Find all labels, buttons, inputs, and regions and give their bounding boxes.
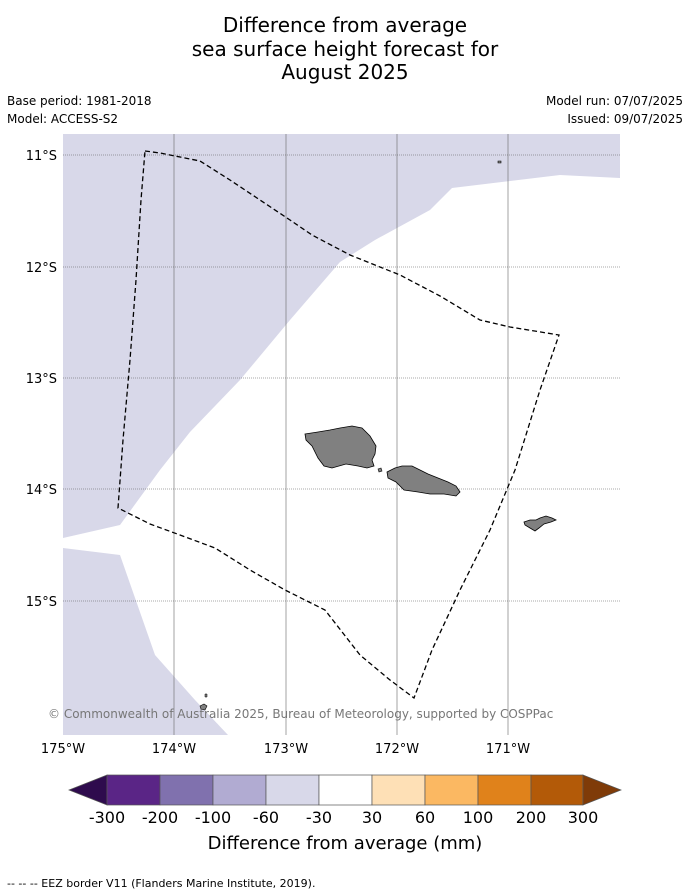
anomaly-region-lower — [63, 548, 228, 735]
island-savaii — [304, 425, 377, 469]
colorbar-tick-label: 30 — [361, 808, 383, 827]
colorbar-cell-2 — [159, 774, 214, 806]
island-niuafoou — [199, 703, 208, 711]
lon-gridlines — [173, 134, 509, 735]
colorbar — [68, 774, 622, 806]
lon-label-174w: 174°W — [152, 742, 196, 757]
colorbar-tick-label: -60 — [252, 808, 280, 827]
colorbar-cell-under — [68, 774, 108, 806]
lat-label-11s: 11°S — [26, 149, 57, 164]
island-manono-apolima — [377, 467, 383, 473]
colorbar-tick-label: 300 — [567, 808, 599, 827]
island-small-west — [204, 693, 208, 698]
colorbar-title: Difference from average (mm) — [207, 833, 483, 854]
title-line-3: August 2025 — [281, 60, 409, 84]
colorbar-cell-8 — [477, 774, 532, 806]
lat-gridlines — [63, 154, 620, 602]
colorbar-tick-label: -200 — [141, 808, 179, 827]
map-title: Difference from average sea surface heig… — [0, 13, 690, 85]
colorbar-cell-3 — [212, 774, 267, 806]
lon-axis-labels: 175°W 174°W 173°W 172°W 171°W — [41, 742, 530, 757]
lat-label-13s: 13°S — [26, 372, 57, 387]
colorbar-tick-label: 100 — [462, 808, 494, 827]
lon-label-175w: 175°W — [41, 742, 85, 757]
title-line-1: Difference from average — [222, 13, 468, 37]
colorbar-tick-label: -100 — [194, 808, 232, 827]
base-period-label: Base period: 1981-2018 — [7, 94, 152, 108]
lat-axis-labels: 11°S 12°S 13°S 14°S 15°S — [26, 149, 57, 610]
colorbar-tick-label: 60 — [414, 808, 436, 827]
colorbar-cell-5 — [318, 774, 373, 806]
copyright-text: © Commonwealth of Australia 2025, Bureau… — [48, 707, 553, 721]
colorbar-cell-1 — [106, 774, 161, 806]
island-swains — [497, 160, 502, 164]
colorbar-cell-4 — [265, 774, 320, 806]
island-tutuila — [523, 515, 557, 532]
model-run-label: Model run: 07/07/2025 — [545, 94, 683, 108]
colorbar-tick-label: 200 — [515, 808, 547, 827]
title-line-2: sea surface height forecast for — [191, 36, 499, 61]
colorbar-cell-9 — [530, 774, 584, 806]
colorbar-cell-over — [582, 774, 622, 806]
colorbar-cell-6 — [371, 774, 426, 806]
model-label: Model: ACCESS-S2 — [7, 112, 119, 126]
anomaly-region-upper — [63, 134, 620, 538]
eez-legend-text: -- -- -- EEZ border V11 (Flanders Marine… — [7, 877, 316, 890]
colorbar-tick-label: -30 — [305, 808, 333, 827]
colorbar-tick-label: -300 — [88, 808, 126, 827]
lon-label-172w: 172°W — [375, 742, 419, 757]
eez-border — [117, 150, 560, 700]
colorbar-cell-7 — [424, 774, 479, 806]
island-upolu — [386, 465, 461, 497]
lat-label-14s: 14°S — [26, 483, 57, 498]
lon-label-173w: 173°W — [264, 742, 308, 757]
lat-label-12s: 12°S — [26, 261, 57, 276]
lon-label-171w: 171°W — [486, 742, 530, 757]
issued-label: Issued: 09/07/2025 — [567, 112, 683, 126]
lat-label-15s: 15°S — [26, 595, 57, 610]
map-panel — [63, 134, 620, 735]
